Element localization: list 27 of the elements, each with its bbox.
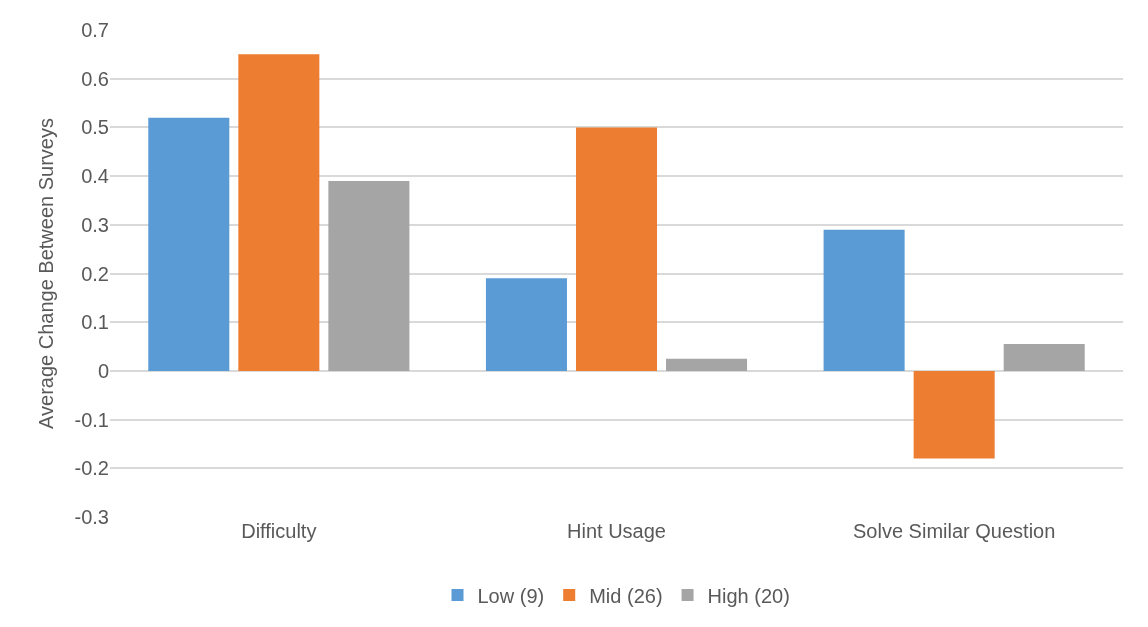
y-tick-label: -0.2 xyxy=(74,457,109,480)
bar xyxy=(913,370,995,459)
legend-label: Mid (26) xyxy=(589,584,663,607)
legend-label: High (20) xyxy=(707,584,790,607)
bar xyxy=(238,54,320,371)
bar xyxy=(823,229,905,371)
y-tick-label: 0.3 xyxy=(81,213,109,236)
bar xyxy=(485,278,567,371)
x-tick-label: Difficulty xyxy=(241,520,317,542)
bar xyxy=(148,117,230,371)
bar xyxy=(575,127,658,371)
legend-label: Low (9) xyxy=(477,584,545,607)
y-tick-label: 0.6 xyxy=(81,67,109,90)
y-tick-label: 0.7 xyxy=(81,19,109,41)
bar xyxy=(666,358,748,371)
y-tick-label: 0.5 xyxy=(81,116,109,139)
y-tick-label: 0.1 xyxy=(81,311,109,334)
y-axis-title: Average Change Between Surveys xyxy=(35,118,58,429)
y-tick-label: 0.4 xyxy=(81,165,109,188)
x-tick-label: Hint Usage xyxy=(567,520,666,542)
y-tick-label: 0 xyxy=(97,359,109,382)
x-tick-label: Solve Similar Question xyxy=(853,520,1056,542)
y-tick-label: 0.2 xyxy=(81,262,109,285)
bar xyxy=(328,180,410,371)
y-tick-label: -0.3 xyxy=(74,506,109,528)
y-tick-label: -0.1 xyxy=(74,408,109,431)
bar xyxy=(1003,344,1085,371)
